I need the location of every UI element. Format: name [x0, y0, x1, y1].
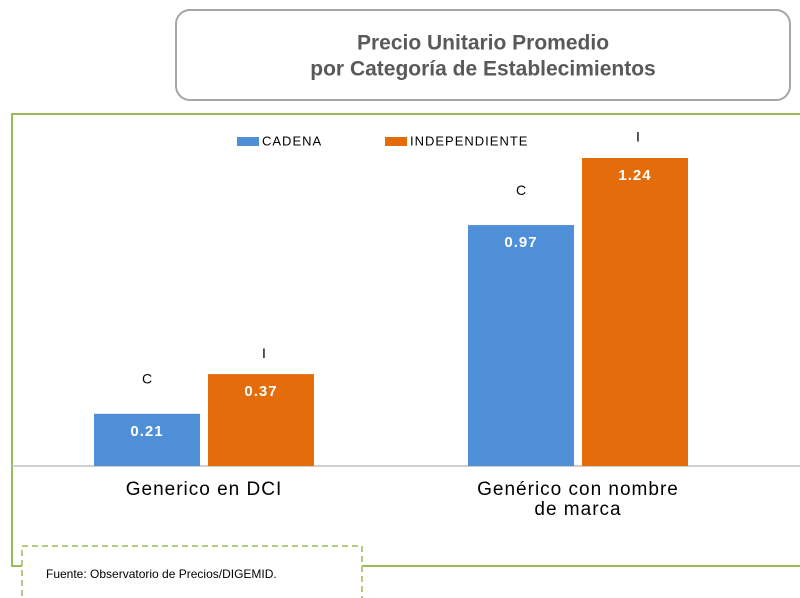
legend-label: CADENA — [262, 133, 322, 148]
bar-letter: C — [516, 182, 526, 198]
x-tick-label: Genérico con nombre de marca — [477, 479, 679, 520]
plot-frame — [11, 113, 800, 567]
chart-title: Precio Unitario Promedio — [357, 32, 609, 55]
value-label: 1.24 — [618, 167, 651, 184]
value-label: 0.21 — [130, 423, 163, 440]
bar-letter: I — [636, 129, 640, 145]
legend-label: INDEPENDIENTE — [410, 133, 528, 148]
bar — [94, 413, 200, 466]
title-box — [175, 9, 791, 101]
chart-subtitle: por Categoría de Establecimientos — [310, 58, 655, 81]
bar-letter: C — [142, 371, 152, 387]
bar — [582, 158, 688, 466]
legend-swatch — [237, 137, 259, 146]
source-box — [21, 545, 363, 598]
bar — [468, 225, 574, 466]
bar-letter: I — [262, 345, 266, 361]
x-tick-label: Generico en DCI — [126, 479, 283, 500]
value-label: 0.37 — [244, 383, 277, 400]
bar — [208, 374, 314, 466]
legend-swatch — [385, 137, 407, 146]
value-label: 0.97 — [504, 234, 537, 251]
source-note: Fuente: Observatorio de Precios/DIGEMID. — [46, 567, 277, 581]
